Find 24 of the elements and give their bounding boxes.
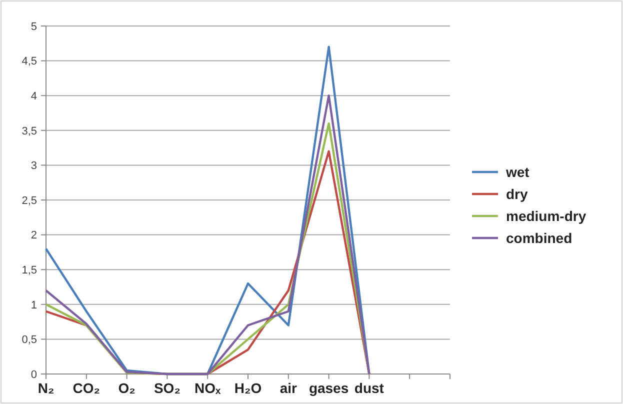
y-tick-label: 3 — [30, 160, 37, 172]
y-tick-label: 2,5 — [22, 194, 37, 207]
y-tick-label: 4 — [30, 90, 37, 102]
y-tick-label: 4,5 — [22, 56, 37, 68]
x-tick-label: gases — [308, 380, 349, 396]
legend-label: combined — [506, 230, 572, 246]
legend-label: dry — [506, 186, 528, 202]
y-tick-label: 0 — [30, 368, 37, 381]
x-tick-label: dust — [354, 380, 384, 396]
legend-label: medium-dry — [506, 208, 586, 224]
y-tick-label: 1,5 — [22, 264, 37, 276]
x-tick-label: N₂ — [38, 380, 54, 396]
x-tick-label: air — [280, 380, 298, 396]
y-tick-label: 3,5 — [22, 125, 37, 138]
y-tick-label: 2 — [30, 230, 37, 242]
x-tick-label: H₂O — [234, 380, 262, 396]
x-tick-label: CO₂ — [72, 380, 100, 396]
x-tick-label: NOₓ — [194, 380, 222, 396]
y-tick-label: 5 — [30, 20, 37, 33]
y-tick-label: 1 — [30, 299, 37, 312]
y-tick-label: 0,5 — [22, 334, 37, 346]
legend-label: wet — [505, 164, 530, 180]
x-tick-label: SO₂ — [154, 380, 180, 396]
x-tick-label: O₂ — [118, 380, 136, 396]
